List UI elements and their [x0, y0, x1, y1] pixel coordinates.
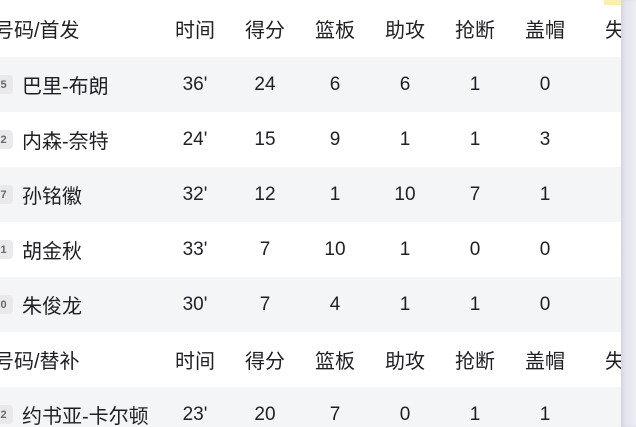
column-header-points: 得分 [245, 351, 285, 373]
player-row[interactable]: 0 朱俊龙 30' 7 4 1 1 0 [0, 277, 636, 332]
stat-minutes: 33' [182, 238, 208, 260]
player-row[interactable]: 1 胡金秋 33' 7 10 1 0 0 [0, 222, 636, 277]
player-row[interactable]: 5 巴里-布朗 36' 24 6 6 1 0 [0, 57, 636, 112]
bench-header-row: 号码/替补 时间 得分 篮板 助攻 抢断 盖帽 失 [0, 332, 636, 387]
player-name: 朱俊龙 [22, 296, 82, 318]
stat-points: 12 [254, 183, 276, 205]
stat-minutes: 23' [182, 403, 208, 425]
player-row[interactable]: 2 约书亚-卡尔顿 23' 20 7 0 1 1 [0, 387, 636, 427]
player-name: 巴里-布朗 [22, 76, 109, 98]
yellow-accent-bar [604, 0, 621, 5]
stat-assists: 6 [399, 73, 411, 95]
player-name: 内森-奈特 [22, 131, 109, 153]
jersey-badge: 1 [0, 240, 13, 259]
stat-minutes: 24' [182, 128, 208, 150]
column-header-rebounds: 篮板 [315, 20, 355, 42]
player-name: 约书亚-卡尔顿 [22, 406, 149, 427]
stat-rebounds: 9 [329, 128, 341, 150]
column-header-turnovers: 失 [605, 20, 625, 42]
column-header-turnovers: 失 [605, 351, 625, 373]
stat-steals: 7 [469, 183, 481, 205]
jersey-badge: 2 [0, 405, 13, 424]
stat-points: 20 [254, 403, 276, 425]
right-edge-strip [621, 0, 636, 427]
column-header-rebounds: 篮板 [315, 351, 355, 373]
player-row[interactable]: 7 孙铭徽 32' 12 1 10 7 1 [0, 167, 636, 222]
stat-steals: 1 [469, 128, 481, 150]
player-name: 孙铭徽 [22, 186, 82, 208]
stat-steals: 1 [469, 73, 481, 95]
column-header-assists: 助攻 [385, 20, 425, 42]
stat-blocks: 3 [539, 128, 551, 150]
column-header-blocks: 盖帽 [525, 351, 565, 373]
stat-points: 7 [259, 238, 271, 260]
column-header-minutes: 时间 [175, 351, 215, 373]
starters-header-row: 号码/首发 时间 得分 篮板 助攻 抢断 盖帽 失 [0, 0, 636, 57]
column-header-minutes: 时间 [175, 20, 215, 42]
column-header-assists: 助攻 [385, 351, 425, 373]
jersey-badge: 7 [0, 185, 13, 204]
stat-assists: 0 [399, 403, 411, 425]
column-header-points: 得分 [245, 20, 285, 42]
player-row[interactable]: 2 内森-奈特 24' 15 9 1 1 3 [0, 112, 636, 167]
stat-blocks: 1 [539, 403, 551, 425]
starters-header-label: 号码/首发 [0, 20, 80, 42]
stat-rebounds: 4 [329, 293, 341, 315]
stat-points: 15 [254, 128, 276, 150]
column-header-blocks: 盖帽 [525, 20, 565, 42]
stat-steals: 1 [469, 293, 481, 315]
stat-rebounds: 7 [329, 403, 341, 425]
stat-blocks: 0 [539, 293, 551, 315]
stat-blocks: 1 [539, 183, 551, 205]
jersey-badge: 5 [0, 75, 13, 94]
column-header-steals: 抢断 [455, 351, 495, 373]
stat-rebounds: 1 [329, 183, 341, 205]
stat-blocks: 0 [539, 238, 551, 260]
player-name: 胡金秋 [22, 241, 82, 263]
stat-rebounds: 10 [324, 238, 346, 260]
stat-steals: 1 [469, 403, 481, 425]
stat-assists: 10 [394, 183, 416, 205]
stat-steals: 0 [469, 238, 481, 260]
stat-assists: 1 [399, 293, 411, 315]
stat-points: 7 [259, 293, 271, 315]
bench-header-label: 号码/替补 [0, 351, 80, 373]
jersey-badge: 2 [0, 130, 13, 149]
stat-blocks: 0 [539, 73, 551, 95]
stat-rebounds: 6 [329, 73, 341, 95]
column-header-steals: 抢断 [455, 20, 495, 42]
stat-assists: 1 [399, 238, 411, 260]
jersey-badge: 0 [0, 295, 13, 314]
stat-points: 24 [254, 73, 276, 95]
stat-minutes: 30' [182, 293, 208, 315]
stat-assists: 1 [399, 128, 411, 150]
stat-minutes: 32' [182, 183, 208, 205]
stat-minutes: 36' [182, 73, 208, 95]
